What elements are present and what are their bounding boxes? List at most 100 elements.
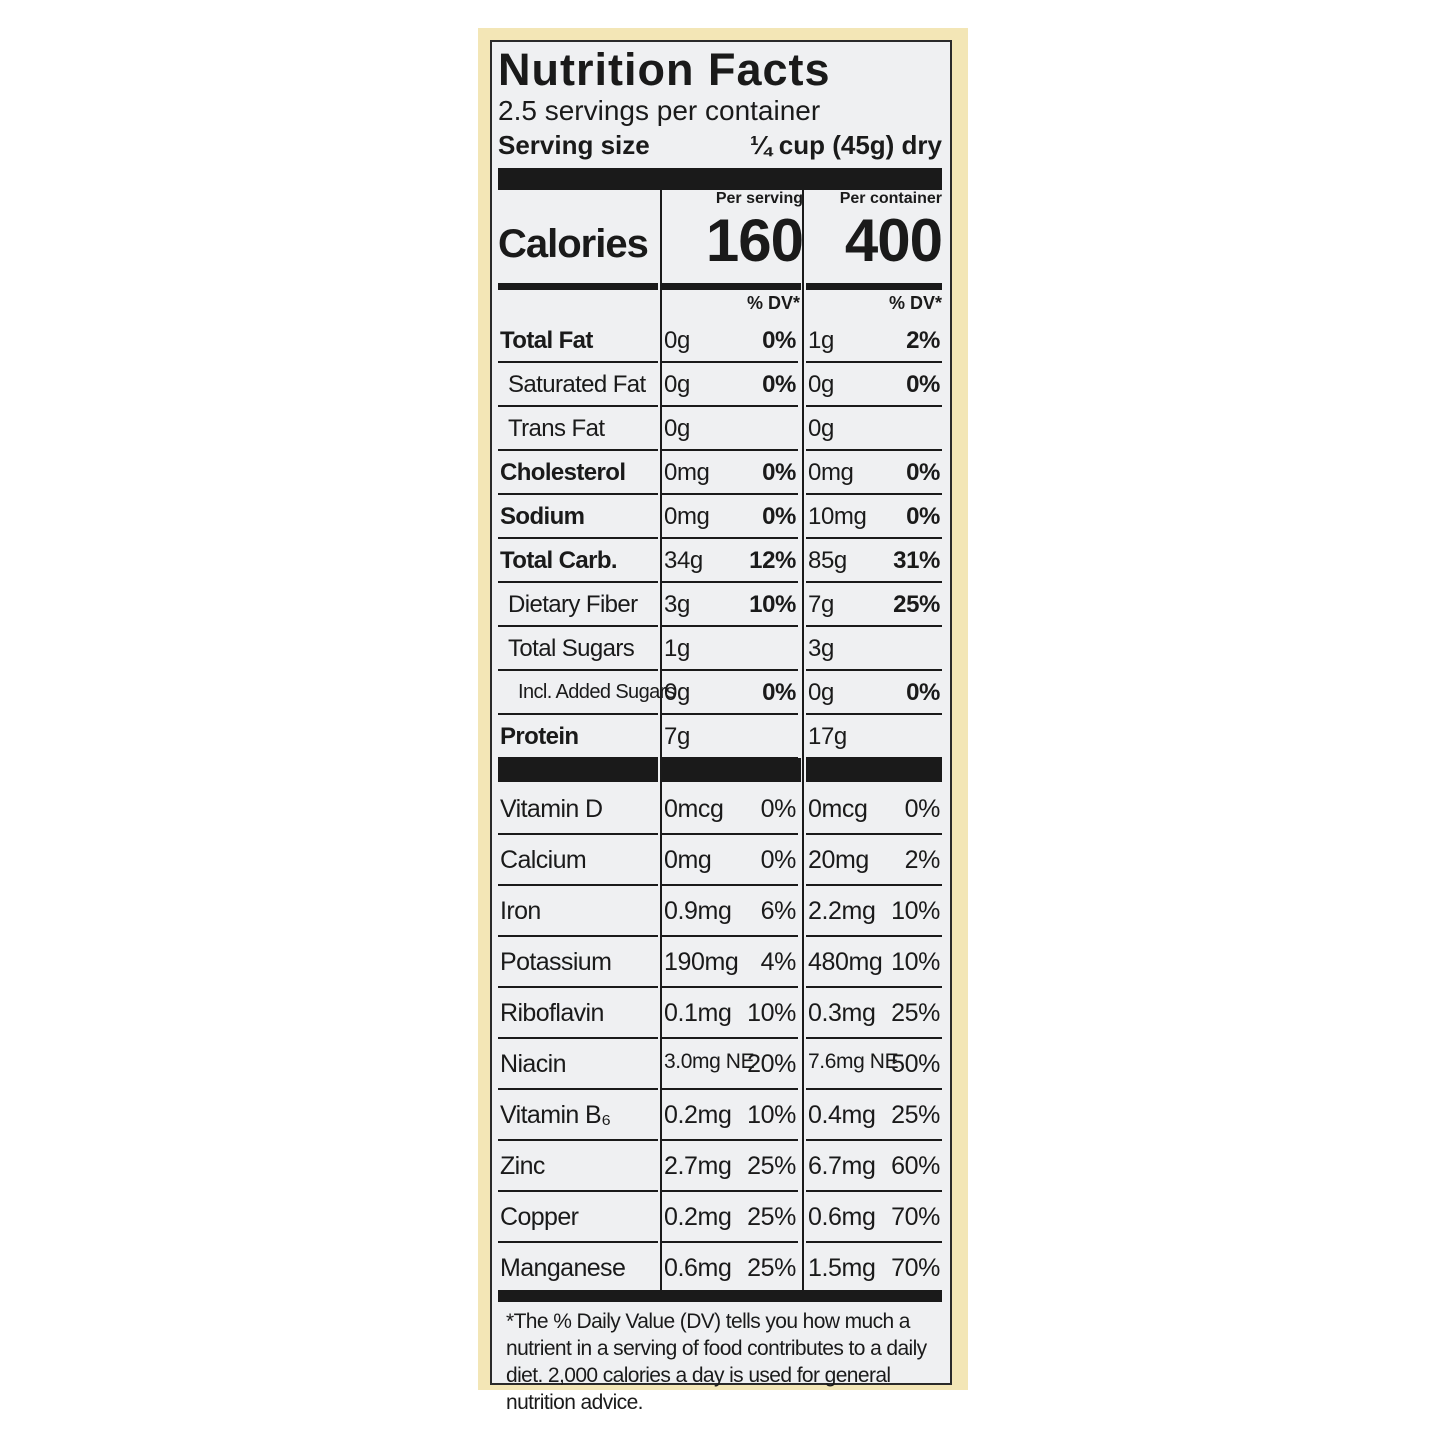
calories-value: 400 bbox=[844, 207, 943, 274]
nutrient-name: Cholesterol bbox=[500, 459, 626, 486]
row-rule bbox=[498, 1292, 658, 1294]
column-header: Per serving bbox=[715, 190, 803, 207]
daily-value: 25% bbox=[747, 1254, 796, 1282]
row-rule bbox=[662, 757, 798, 759]
daily-value: 25% bbox=[893, 591, 940, 618]
row-rule bbox=[498, 713, 658, 715]
thick-rule bbox=[662, 758, 801, 782]
row-rule bbox=[498, 581, 658, 583]
rule bbox=[498, 283, 658, 290]
amount: 2.7mg bbox=[664, 1152, 732, 1180]
nutrient-name: Total Fat bbox=[500, 327, 593, 354]
row-rule bbox=[662, 935, 798, 937]
daily-value: 2% bbox=[906, 327, 940, 354]
calories-label: Calories bbox=[498, 222, 649, 266]
nutrient-name: Copper bbox=[500, 1203, 579, 1231]
nutrient-name: Protein bbox=[500, 723, 579, 750]
row-rule bbox=[662, 625, 798, 627]
amount: 6.7mg bbox=[808, 1152, 876, 1180]
daily-value: 0% bbox=[906, 679, 940, 706]
label-title: Nutrition Facts bbox=[498, 44, 831, 95]
calories-value: 160 bbox=[705, 207, 804, 274]
row-rule bbox=[806, 1190, 942, 1192]
rule bbox=[662, 283, 801, 290]
daily-value: 2% bbox=[904, 846, 941, 874]
amount: 1g bbox=[664, 635, 690, 662]
row-rule bbox=[806, 757, 942, 759]
row-rule bbox=[806, 935, 942, 937]
nutrient-name: Dietary Fiber bbox=[508, 591, 638, 618]
daily-value: 0% bbox=[760, 795, 797, 823]
daily-value: 70% bbox=[891, 1254, 940, 1282]
amount: 17g bbox=[808, 723, 847, 750]
daily-value: 0% bbox=[762, 371, 796, 398]
nutrient-name: Total Sugars bbox=[508, 635, 635, 662]
row-rule bbox=[662, 405, 798, 407]
daily-value: 50% bbox=[891, 1050, 940, 1078]
daily-value: 0% bbox=[906, 459, 940, 486]
amount: 1.5mg bbox=[808, 1254, 876, 1282]
amount: 0.1mg bbox=[664, 999, 732, 1027]
row-rule bbox=[806, 361, 942, 363]
daily-value: 10% bbox=[891, 897, 940, 925]
row-rule bbox=[806, 405, 942, 407]
amount: 0mg bbox=[664, 503, 710, 530]
daily-value: 6% bbox=[760, 897, 797, 925]
row-rule bbox=[498, 884, 658, 886]
nutrient-name: Potassium bbox=[500, 948, 612, 976]
amount: 0.2mg bbox=[664, 1101, 732, 1129]
row-rule bbox=[498, 1088, 658, 1090]
row-rule bbox=[498, 833, 658, 835]
row-rule bbox=[498, 449, 658, 451]
row-rule bbox=[662, 361, 798, 363]
daily-value: 10% bbox=[891, 948, 940, 976]
amount: 7.6mg NE bbox=[808, 1050, 899, 1073]
label-panel bbox=[490, 40, 952, 1385]
amount: 0g bbox=[664, 371, 690, 398]
row-rule bbox=[662, 713, 798, 715]
row-rule bbox=[498, 757, 658, 759]
nutrient-name: Vitamin D bbox=[500, 795, 603, 823]
serving-size-label: Serving size bbox=[498, 130, 650, 160]
amount: 190mg bbox=[664, 948, 739, 976]
nutrient-name: Calcium bbox=[500, 846, 587, 874]
daily-value: 0% bbox=[762, 327, 796, 354]
thick-rule bbox=[806, 758, 942, 782]
amount: 2.2mg bbox=[808, 897, 876, 925]
daily-value: 0% bbox=[762, 459, 796, 486]
daily-value: 31% bbox=[893, 547, 940, 574]
amount: 0g bbox=[664, 679, 690, 706]
row-rule bbox=[498, 625, 658, 627]
amount: 0.4mg bbox=[808, 1101, 876, 1129]
row-rule bbox=[662, 1088, 798, 1090]
daily-value: 25% bbox=[891, 999, 940, 1027]
daily-value: 10% bbox=[749, 591, 796, 618]
nutrient-name: Incl. Added Sugars bbox=[518, 681, 676, 703]
row-rule bbox=[498, 405, 658, 407]
thick-rule bbox=[498, 168, 942, 190]
daily-value: 12% bbox=[749, 547, 796, 574]
row-rule bbox=[806, 625, 942, 627]
nutrient-name: Riboflavin bbox=[500, 999, 604, 1027]
column-divider bbox=[802, 190, 804, 1290]
row-rule bbox=[662, 449, 798, 451]
amount: 7g bbox=[664, 723, 690, 750]
daily-value: 0% bbox=[762, 679, 796, 706]
row-rule bbox=[662, 581, 798, 583]
amount: 0g bbox=[808, 679, 834, 706]
nutrient-name: Total Carb. bbox=[500, 547, 618, 574]
amount: 0mg bbox=[808, 459, 854, 486]
nutrient-name: Trans Fat bbox=[508, 415, 605, 442]
row-rule bbox=[806, 1088, 942, 1090]
row-rule bbox=[662, 1037, 798, 1039]
row-rule bbox=[662, 1241, 798, 1243]
dv-header: % DV* bbox=[888, 293, 942, 313]
row-rule bbox=[806, 1037, 942, 1039]
daily-value: 0% bbox=[760, 846, 797, 874]
row-rule bbox=[498, 361, 658, 363]
amount: 0mg bbox=[664, 846, 712, 874]
amount: 0.2mg bbox=[664, 1203, 732, 1231]
amount: 0g bbox=[664, 327, 690, 354]
row-rule bbox=[498, 1037, 658, 1039]
thick-rule bbox=[498, 758, 658, 782]
